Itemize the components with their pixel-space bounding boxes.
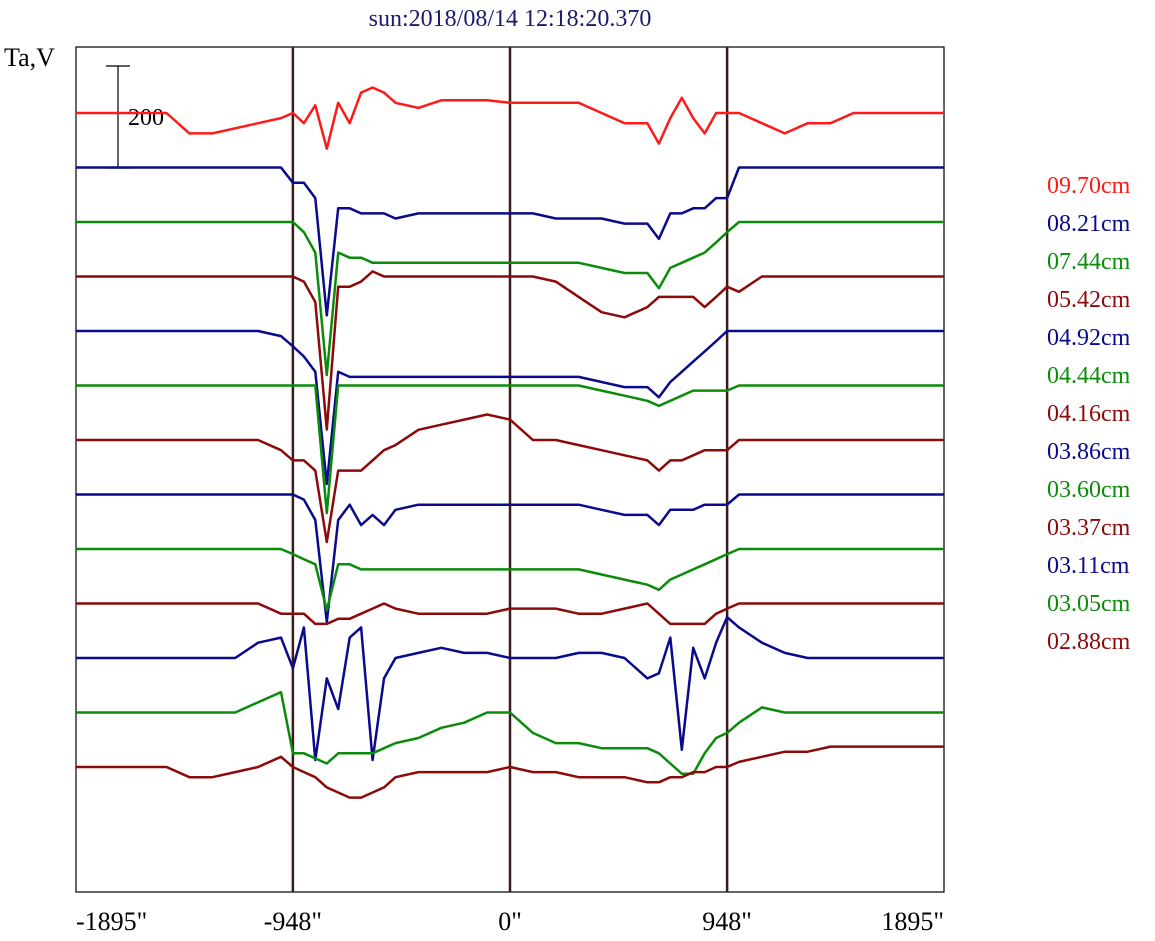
legend-item-09-70cm: 09.70cm	[1047, 173, 1131, 199]
series-line-04-44cm	[76, 384, 944, 515]
scale-bar-label: 200	[128, 105, 164, 131]
legend-item-04-16cm: 04.16cm	[1047, 401, 1131, 427]
x-tick-label-0: 0"	[498, 907, 522, 936]
series-line-02-88cm	[76, 745, 944, 799]
series-line-03-05cm	[76, 690, 944, 775]
x-tick-label-948: 948"	[702, 907, 752, 936]
legend-item-08-21cm: 08.21cm	[1047, 211, 1131, 237]
legend-item-05-42cm: 05.42cm	[1047, 287, 1131, 313]
legend-item-07-44cm: 07.44cm	[1047, 249, 1131, 275]
legend-item-04-44cm: 04.44cm	[1047, 363, 1131, 389]
series-line-03-86cm	[76, 493, 944, 624]
series-line-04-16cm	[76, 413, 944, 544]
x-tick-labels: -1895" -948" 0" 948" 1895"	[76, 907, 944, 936]
series-line-04-92cm	[76, 329, 944, 486]
legend-item-04-92cm: 04.92cm	[1047, 325, 1131, 351]
legend: 09.70cm 08.21cm 07.44cm 05.42cm 04.92cm 04.44…	[1047, 173, 1131, 655]
legend-item-02-88cm: 02.88cm	[1047, 629, 1131, 655]
x-tick-label-1895: 1895"	[881, 907, 944, 936]
series-line-07-44cm	[76, 220, 944, 377]
chart-title: sun:2018/08/14 12:18:20.370	[369, 6, 652, 32]
legend-item-03-60cm: 03.60cm	[1047, 477, 1131, 503]
series-line-03-11cm	[76, 615, 944, 762]
legend-item-03-05cm: 03.05cm	[1047, 591, 1131, 617]
legend-item-03-37cm: 03.37cm	[1047, 515, 1131, 541]
series-line-05-42cm	[76, 270, 944, 431]
x-tick-label-1895: -1895"	[76, 907, 147, 936]
scale-bar: 200	[106, 65, 164, 169]
legend-item-03-86cm: 03.86cm	[1047, 439, 1131, 465]
series-line-03-37cm	[76, 602, 944, 626]
y-axis-label: Ta,V	[4, 43, 55, 72]
series-line-09-70cm	[76, 86, 944, 150]
x-tick-label-948: -948"	[264, 907, 322, 936]
series-line-03-60cm	[76, 547, 944, 612]
series-line-08-21cm	[76, 166, 944, 317]
series-lines	[76, 86, 944, 799]
legend-item-03-11cm: 03.11cm	[1047, 553, 1130, 579]
